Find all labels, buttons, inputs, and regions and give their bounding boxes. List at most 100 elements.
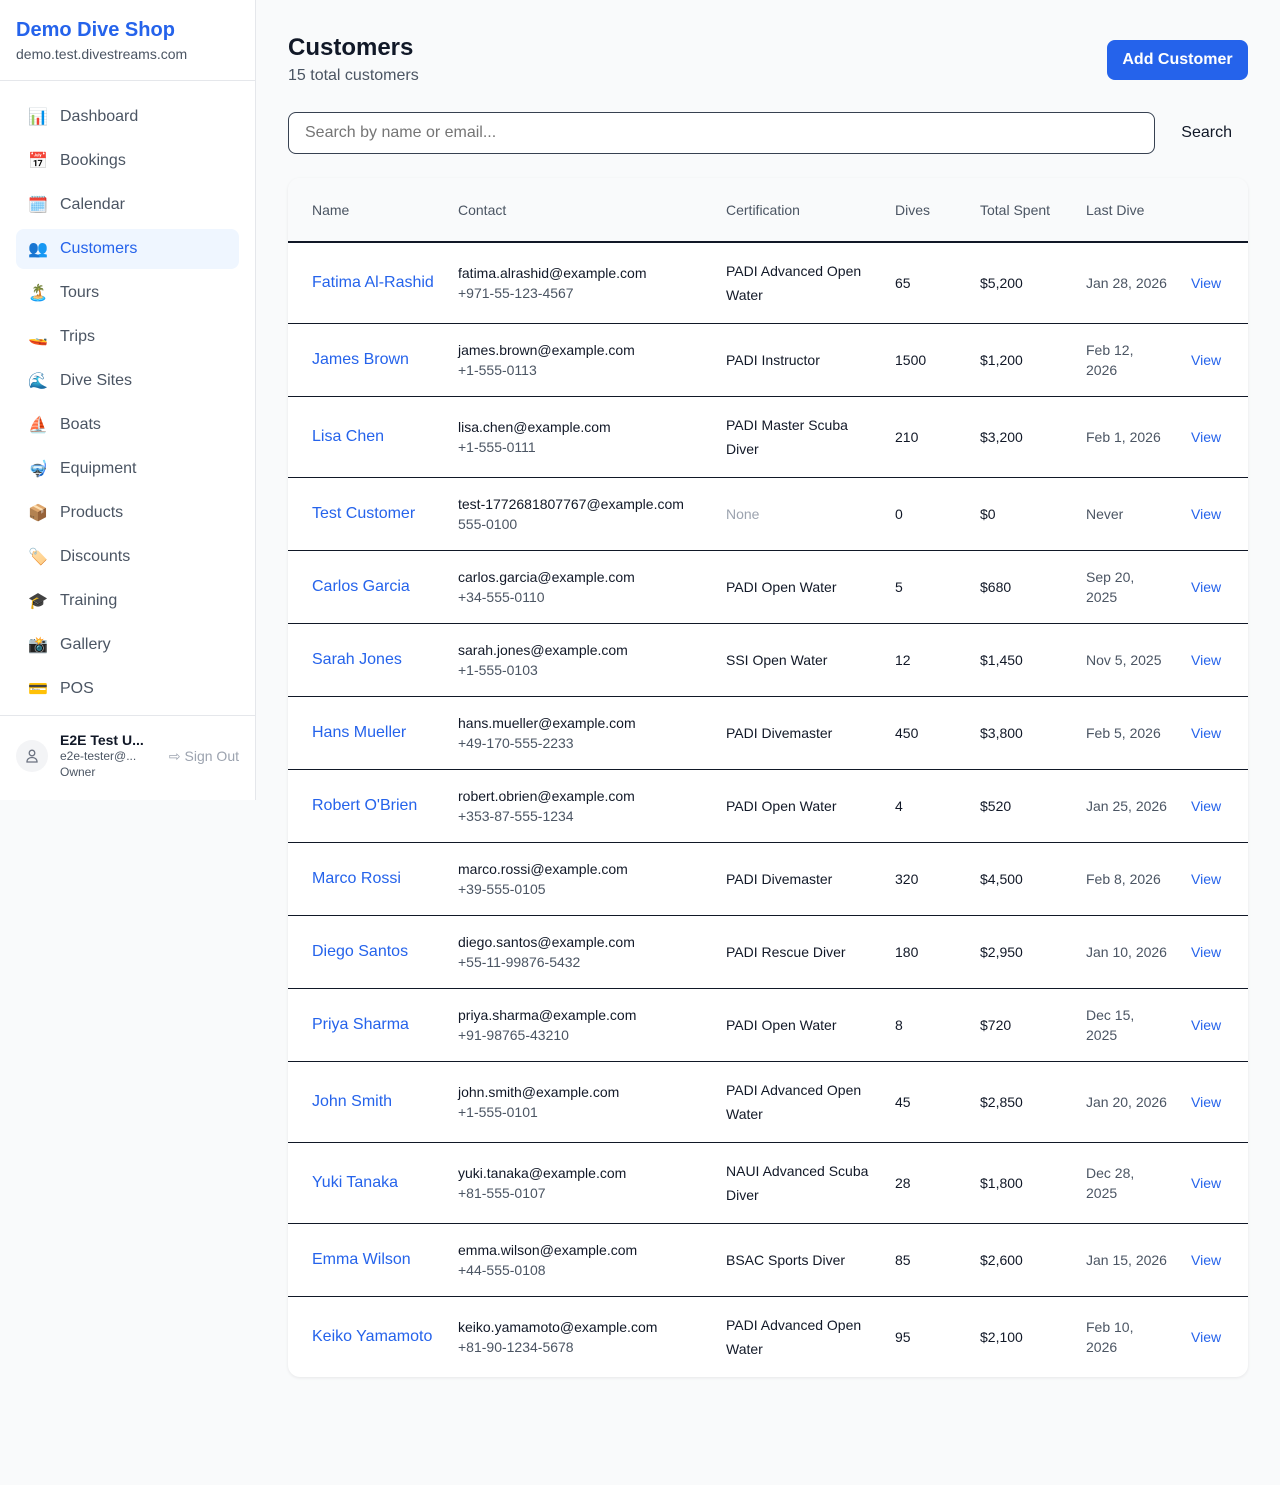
- add-customer-button[interactable]: Add Customer: [1107, 40, 1248, 80]
- customer-name-link[interactable]: Carlos Garcia: [312, 578, 410, 595]
- table-cell: View: [1167, 1223, 1248, 1297]
- customer-last-dive: Feb 8, 2026: [1086, 871, 1161, 887]
- sidebar-item-pos[interactable]: 💳 POS: [16, 669, 239, 709]
- sidebar-item-dive-sites[interactable]: 🌊 Dive Sites: [16, 361, 239, 401]
- sidebar-item-label: Trips: [60, 328, 95, 345]
- brand-name[interactable]: Demo Dive Shop: [16, 19, 175, 41]
- search-bar: Search: [288, 112, 1248, 154]
- customer-name-link[interactable]: Hans Mueller: [312, 724, 407, 741]
- column-header-dives: Dives: [871, 178, 956, 243]
- equipment-icon: 🤿: [28, 461, 48, 478]
- user-email: e2e-tester@...: [60, 749, 137, 763]
- customer-total-spent: $2,100: [980, 1329, 1023, 1345]
- customer-total-spent: $5,200: [980, 275, 1023, 291]
- view-customer-link[interactable]: View: [1191, 275, 1222, 291]
- sidebar-item-label: Bookings: [60, 152, 126, 169]
- sign-out-button[interactable]: ⇨ Sign Out: [169, 748, 239, 765]
- table-cell: PADI Advanced Open Water: [702, 242, 871, 324]
- view-customer-link[interactable]: View: [1191, 798, 1222, 814]
- sidebar-item-calendar[interactable]: 🗓️ Calendar: [16, 185, 239, 225]
- view-customer-link[interactable]: View: [1191, 1017, 1222, 1033]
- table-cell: View: [1167, 396, 1248, 478]
- sidebar-item-bookings[interactable]: 📅 Bookings: [16, 141, 239, 181]
- table-cell: $2,600: [956, 1223, 1062, 1297]
- table-cell: View: [1167, 1061, 1248, 1143]
- bookings-icon: 📅: [28, 153, 48, 170]
- customer-phone: +1-555-0111: [458, 439, 536, 455]
- view-customer-link[interactable]: View: [1191, 1252, 1222, 1268]
- customer-certification: PADI Instructor: [726, 352, 820, 368]
- customer-name-link[interactable]: Keiko Yamamoto: [312, 1328, 433, 1345]
- view-customer-link[interactable]: View: [1191, 506, 1222, 522]
- customer-phone: +91-98765-43210: [458, 1027, 569, 1043]
- sidebar-item-gallery[interactable]: 📸 Gallery: [16, 625, 239, 665]
- table-cell: fatima.alrashid@example.com +971-55-123-4…: [434, 242, 702, 324]
- table-cell: $1,800: [956, 1142, 1062, 1224]
- customer-email: diego.santos@example.com: [458, 934, 635, 950]
- sidebar-item-label: Discounts: [60, 548, 131, 565]
- customer-name-link[interactable]: John Smith: [312, 1093, 393, 1110]
- customer-dives: 1500: [895, 352, 927, 368]
- customer-email: hans.mueller@example.com: [458, 715, 636, 731]
- sidebar-item-customers[interactable]: 👥 Customers: [16, 229, 239, 269]
- customer-total-spent: $3,800: [980, 725, 1023, 741]
- customer-total-spent: $1,800: [980, 1175, 1023, 1191]
- view-customer-link[interactable]: View: [1191, 1175, 1222, 1191]
- view-customer-link[interactable]: View: [1191, 944, 1222, 960]
- view-customer-link[interactable]: View: [1191, 725, 1222, 741]
- table-cell: lisa.chen@example.com +1-555-0111: [434, 396, 702, 478]
- view-customer-link[interactable]: View: [1191, 579, 1222, 595]
- table-row: Test Customer test-1772681807767@example.…: [288, 477, 1248, 551]
- customer-last-dive: Feb 10, 2026: [1086, 1319, 1134, 1355]
- customer-name-link[interactable]: Priya Sharma: [312, 1016, 409, 1033]
- user-panel: E2E Test U... e2e-tester@... Owner ⇨ Sig…: [0, 715, 255, 796]
- search-input[interactable]: [288, 112, 1155, 154]
- table-cell: Never: [1062, 477, 1167, 551]
- customer-last-dive: Feb 12, 2026: [1086, 342, 1134, 378]
- sidebar-item-boats[interactable]: ⛵ Boats: [16, 405, 239, 445]
- view-customer-link[interactable]: View: [1191, 1094, 1222, 1110]
- customer-phone: +39-555-0105: [458, 881, 546, 897]
- view-customer-link[interactable]: View: [1191, 652, 1222, 668]
- table-cell: Feb 12, 2026: [1062, 323, 1167, 397]
- customer-total-spent: $3,200: [980, 429, 1023, 445]
- table-cell: BSAC Sports Diver: [702, 1223, 871, 1297]
- view-customer-link[interactable]: View: [1191, 1329, 1222, 1345]
- user-role: Owner: [60, 765, 96, 779]
- customer-name-link[interactable]: James Brown: [312, 351, 409, 368]
- customer-dives: 5: [895, 579, 903, 595]
- table-cell: Feb 1, 2026: [1062, 396, 1167, 478]
- sidebar-item-tours[interactable]: 🏝️ Tours: [16, 273, 239, 313]
- view-customer-link[interactable]: View: [1191, 429, 1222, 445]
- table-cell: Feb 8, 2026: [1062, 842, 1167, 916]
- table-cell: $3,200: [956, 396, 1062, 478]
- table-cell: View: [1167, 915, 1248, 989]
- customer-name-link[interactable]: Test Customer: [312, 505, 416, 522]
- customer-email: yuki.tanaka@example.com: [458, 1165, 627, 1181]
- sidebar-item-equipment[interactable]: 🤿 Equipment: [16, 449, 239, 489]
- table-header: Name Contact Certification Dives Total Spent…: [288, 178, 1248, 243]
- customer-name-link[interactable]: Sarah Jones: [312, 651, 402, 668]
- sidebar-item-products[interactable]: 📦 Products: [16, 493, 239, 533]
- view-customer-link[interactable]: View: [1191, 871, 1222, 887]
- sidebar-item-dashboard[interactable]: 📊 Dashboard: [16, 97, 239, 137]
- customer-total-spent: $520: [980, 798, 1012, 814]
- sidebar-item-trips[interactable]: 🚤 Trips: [16, 317, 239, 357]
- customer-name-link[interactable]: Emma Wilson: [312, 1251, 411, 1268]
- customer-name-link[interactable]: Diego Santos: [312, 943, 409, 960]
- customer-dives: 8: [895, 1017, 903, 1033]
- customer-name-link[interactable]: Lisa Chen: [312, 428, 385, 445]
- sidebar: Demo Dive Shop demo.test.divestreams.com…: [0, 0, 256, 800]
- table-cell: PADI Advanced Open Water: [702, 1061, 871, 1143]
- user-name: E2E Test U...: [60, 732, 144, 748]
- view-customer-link[interactable]: View: [1191, 352, 1222, 368]
- sidebar-item-training[interactable]: 🎓 Training: [16, 581, 239, 621]
- customer-phone: +1-555-0103: [458, 662, 538, 678]
- sidebar-item-discounts[interactable]: 🏷️ Discounts: [16, 537, 239, 577]
- search-button[interactable]: Search: [1181, 124, 1232, 141]
- customer-name-link[interactable]: Robert O'Brien: [312, 797, 418, 814]
- customer-phone: +44-555-0108: [458, 1262, 546, 1278]
- customer-name-link[interactable]: Fatima Al-Rashid: [312, 274, 434, 291]
- customer-name-link[interactable]: Yuki Tanaka: [312, 1174, 398, 1191]
- customer-name-link[interactable]: Marco Rossi: [312, 870, 401, 887]
